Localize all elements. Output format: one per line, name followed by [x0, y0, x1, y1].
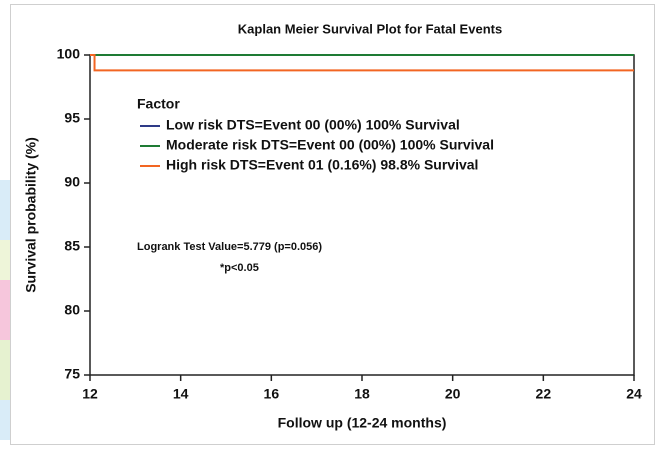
legend-label: High risk DTS=Event 01 (0.16%) 98.8% Sur…: [166, 157, 478, 173]
y-tick-label: 90: [64, 174, 80, 190]
annotation: *p<0.05: [220, 262, 259, 274]
survival-line: [90, 54, 634, 72]
decor-stripe: [0, 180, 10, 240]
y-tick-label: 85: [64, 238, 80, 254]
x-tick-label: 18: [354, 386, 370, 402]
annotation: Logrank Test Value=5.779 (p=0.056): [137, 241, 322, 253]
decor-stripe: [0, 340, 10, 400]
x-tick-label: 20: [445, 386, 461, 402]
y-axis-label: Survival probability (%): [23, 137, 39, 293]
y-tick-label: 95: [64, 110, 80, 126]
legend-label: Moderate risk DTS=Event 00 (00%) 100% Su…: [166, 137, 494, 153]
x-axis-label: Follow up (12-24 months): [278, 415, 447, 431]
legend-title: Factor: [137, 96, 180, 112]
y-tick-label: 75: [64, 366, 80, 382]
decor-stripe: [0, 400, 10, 440]
chart-title: Kaplan Meier Survival Plot for Fatal Eve…: [238, 21, 502, 36]
y-tick-label: 80: [64, 302, 80, 318]
x-tick-label: 24: [626, 386, 642, 402]
y-tick-label: 100: [57, 46, 81, 62]
x-tick-label: 12: [82, 386, 98, 402]
frame: [10, 4, 655, 445]
legend-label: Low risk DTS=Event 00 (00%) 100% Surviva…: [166, 117, 460, 133]
decor-stripe: [0, 240, 10, 280]
x-tick-label: 14: [173, 386, 189, 402]
decor-stripe: [0, 280, 10, 340]
x-tick-label: 22: [536, 386, 552, 402]
x-tick-label: 16: [264, 386, 280, 402]
